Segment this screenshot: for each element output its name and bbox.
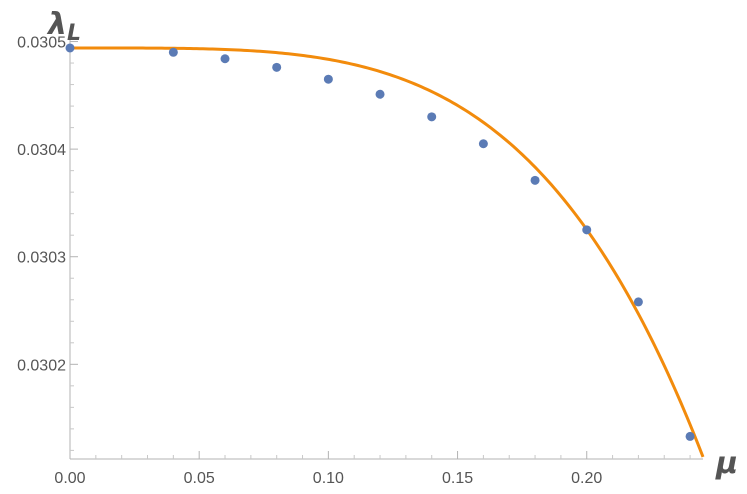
x-tick-label: 0.20: [571, 470, 602, 487]
data-point: [685, 431, 695, 441]
ticks: [69, 41, 691, 459]
fit-curve: [70, 46, 705, 458]
y-axis-title: λL: [46, 7, 81, 46]
data-point: [478, 139, 488, 149]
x-tick-label: 0.05: [184, 470, 215, 487]
y-tick-label: 0.0304: [17, 142, 66, 159]
y-tick-label: 0.0302: [17, 357, 66, 374]
data-point: [272, 62, 282, 72]
x-tick-label: 0.00: [54, 470, 85, 487]
data-point: [582, 225, 592, 235]
y-tick-label: 0.0303: [17, 250, 66, 267]
data-point: [427, 112, 437, 122]
x-tick-label: 0.15: [442, 470, 473, 487]
data-point: [323, 74, 333, 84]
x-tick-label: 0.10: [313, 470, 344, 487]
data-points: [65, 43, 695, 441]
data-point: [375, 89, 385, 99]
axes: [69, 34, 703, 460]
data-point: [168, 47, 178, 57]
tick-labels: 0.00 0.05 0.10 0.15 0.20 0.0302 0.0303 0.0304 0.…: [17, 35, 602, 487]
data-point: [633, 297, 643, 307]
x-axis-title: μ: [715, 446, 738, 481]
data-point: [220, 54, 230, 64]
y-tick-label: 0.0305: [17, 35, 66, 52]
data-point: [65, 43, 75, 53]
data-point: [530, 175, 540, 185]
